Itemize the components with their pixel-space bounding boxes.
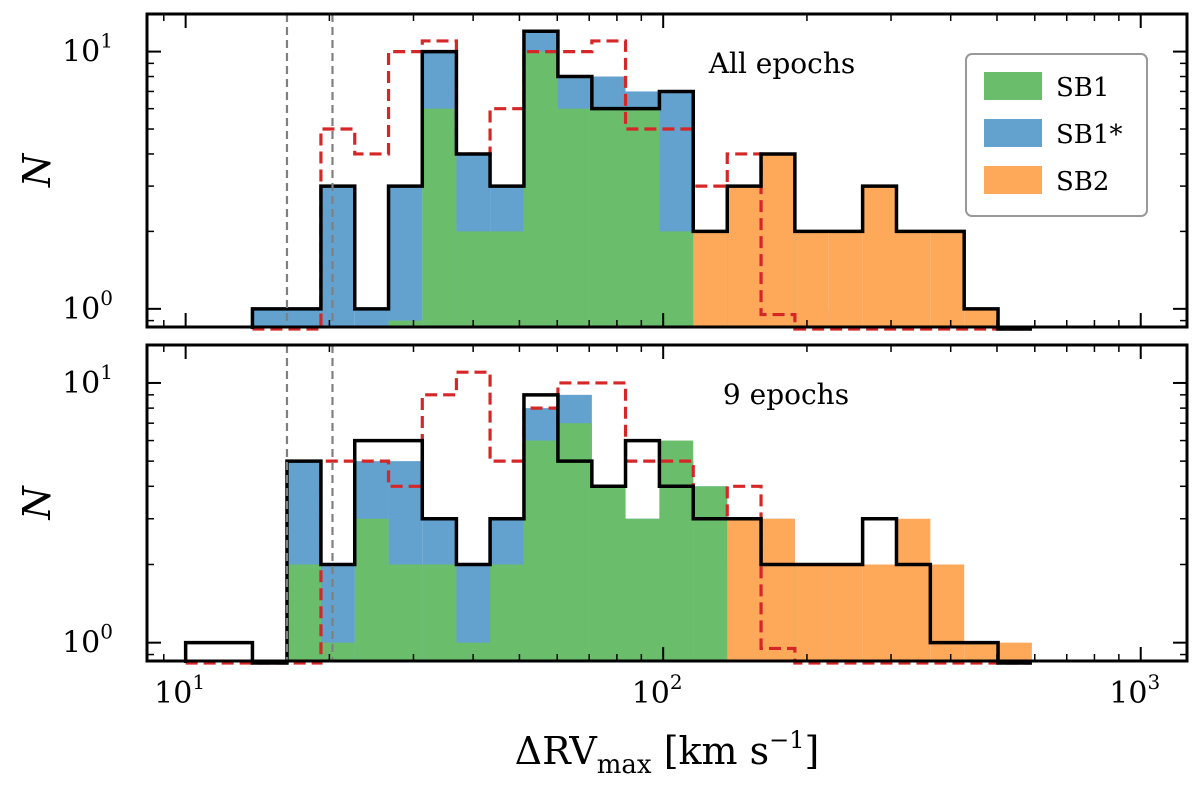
bar-sb1-5 [354,518,389,661]
bar-sb2-13 [693,231,728,327]
bar-sb1-11 [625,108,660,327]
dashed-step-outline [252,39,1032,331]
bar-sb1-10 [591,108,626,327]
x-tick-label-2: 103 [1109,670,1160,711]
legend-label-2: SB2 [1056,167,1109,197]
y-tick-label-0: 100 [62,286,113,327]
legend-swatch-1 [984,119,1042,147]
bar-sb1-4 [320,642,355,661]
legend: SB1 SB1* SB2 [965,53,1148,217]
legend-label-1: SB1* [1056,120,1122,150]
bar-sb1-6 [456,231,491,327]
bar-sb2-22 [930,564,965,661]
y-tick-label-1: 101 [62,29,113,70]
y-axis-label: N [15,152,59,188]
bar-sb1-9 [557,108,592,327]
bar-sb1-7 [422,564,457,661]
bar-sb2-19 [896,231,931,327]
bar-sb2-14 [727,186,762,327]
bar-sb1-star-0 [252,308,287,327]
panel-all-epochs: 100 101 N All epochs SB1 SB1* SB2 [15,12,1189,331]
bar-sb2-21 [964,308,999,327]
y-tick-label-1: 101 [62,360,113,401]
bar-sb2-20 [930,231,965,327]
bar-sb2-17 [761,518,795,661]
bar-sb1-12 [591,486,626,661]
y-axis-label: N [15,485,59,521]
bar-sb2-20 [862,564,897,661]
legend-label-0: SB1 [1056,73,1109,103]
bar-sb2-21 [896,518,931,661]
bar-sb1-9 [490,564,524,661]
total-step-outline [183,393,1032,665]
legend-swatch-2 [984,166,1042,194]
bar-sb2-19 [828,564,863,661]
bar-sb2-17 [828,231,863,327]
x-axis-label: ΔRVmax [km s−1] [515,726,820,780]
bar-sb1-star-4 [388,186,423,327]
axes-frame [145,12,1189,329]
panel-9-epochs: 100 101 N 9 epochs 101 102 103 ΔRVmax [km s−1] [15,343,1189,780]
bar-sb1-4 [388,320,423,327]
bar-sb2-18 [862,186,897,327]
total-step-outline [250,29,1032,331]
bar-sb1-star-2 [320,186,355,327]
bar-sb1-3 [286,564,321,661]
bar-sb1-15 [693,486,728,661]
bar-sb1-14 [659,440,694,661]
bar-sb1-star-3 [354,308,389,327]
x-tick-label-0: 101 [154,670,205,711]
bar-sb2-24 [998,642,1032,661]
bar-sb1-5 [422,108,457,327]
bar-sb1-star-1 [286,308,321,327]
bar-sb1-12 [659,231,694,327]
bar-sb2-15 [761,153,795,327]
x-tick-label-1: 102 [632,670,683,711]
bar-sb1-6 [388,564,423,661]
panel-annotation: All epochs [708,47,855,80]
legend-swatch-0 [984,72,1042,100]
bar-sb1-8 [456,642,491,661]
bar-sb2-23 [964,642,999,661]
panel-annotation: 9 epochs [723,378,849,411]
bar-sb1-8 [523,51,558,328]
axes-frame [145,343,1189,663]
bar-sb1-13 [625,518,660,661]
y-tick-label-0: 100 [62,620,113,661]
bar-sb2-16 [727,518,762,661]
bar-sb2-18 [794,564,829,661]
bar-sb1-7 [490,231,524,327]
bar-sb1-11 [557,423,592,661]
bar-sb2-16 [794,231,829,327]
bar-sb1-10 [523,440,558,661]
